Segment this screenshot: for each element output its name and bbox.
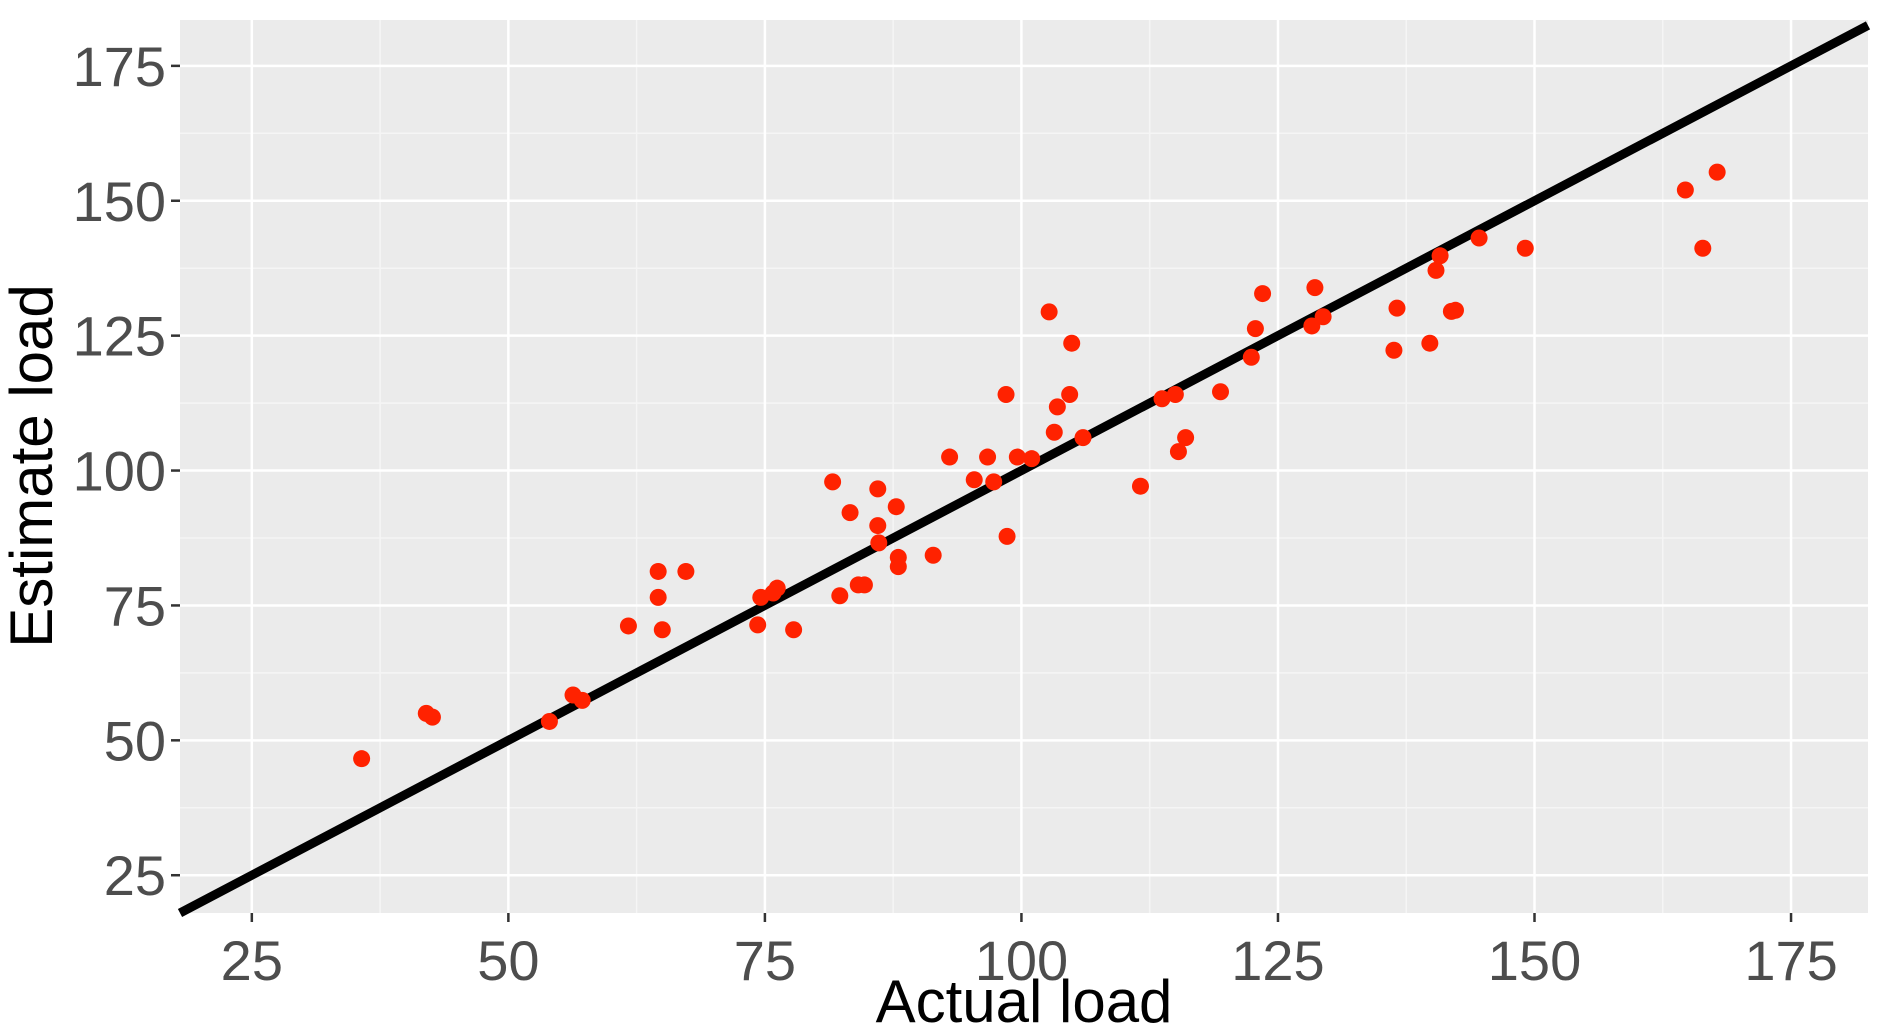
- x-tick-label: 150: [1488, 929, 1581, 992]
- major-gridlines: [180, 20, 1868, 913]
- data-point: [870, 534, 888, 552]
- data-point: [1388, 299, 1406, 317]
- data-point: [1254, 285, 1272, 303]
- data-point: [785, 621, 803, 639]
- data-point: [749, 616, 767, 634]
- data-point: [924, 546, 942, 564]
- data-point: [1306, 279, 1324, 297]
- data-point: [841, 504, 859, 522]
- y-tick-label: 75: [104, 574, 166, 637]
- y-tick-label: 150: [73, 170, 166, 233]
- data-point: [619, 617, 637, 635]
- data-point: [1212, 383, 1230, 401]
- data-point: [677, 562, 695, 580]
- y-tick-label: 175: [73, 35, 166, 98]
- data-point: [1516, 239, 1534, 257]
- data-point: [869, 480, 887, 498]
- data-point: [941, 448, 959, 466]
- data-point: [1470, 229, 1488, 247]
- data-point: [855, 576, 873, 594]
- x-tick-label: 175: [1744, 929, 1837, 992]
- data-point: [1153, 390, 1171, 408]
- reference-line-group: [177, 21, 1871, 917]
- data-point: [1242, 348, 1260, 366]
- data-point: [353, 750, 371, 768]
- data-point: [985, 473, 1003, 491]
- data-points: [353, 163, 1726, 768]
- y-tick-label: 125: [73, 305, 166, 368]
- data-point: [540, 712, 558, 730]
- data-point: [979, 448, 997, 466]
- data-point: [1074, 429, 1092, 447]
- data-point: [1385, 341, 1403, 359]
- y-tick-label: 25: [104, 844, 166, 907]
- data-point: [1131, 477, 1149, 495]
- data-point: [1063, 334, 1081, 352]
- y-axis-ticks: 25 50 75 100 125 150 175: [73, 35, 180, 907]
- data-point: [824, 473, 842, 491]
- identity-reference-line: [177, 21, 1871, 917]
- data-point: [1023, 450, 1041, 468]
- data-point: [1446, 301, 1464, 319]
- data-point: [1048, 398, 1066, 416]
- y-tick-label: 50: [104, 709, 166, 772]
- x-tick-label: 25: [221, 929, 283, 992]
- data-point: [1045, 423, 1063, 441]
- data-point: [649, 562, 667, 580]
- data-point: [1314, 308, 1332, 326]
- data-point: [1061, 385, 1079, 403]
- data-point: [1008, 448, 1026, 466]
- data-point: [1303, 317, 1321, 335]
- data-point: [1421, 334, 1439, 352]
- x-tick-label: 50: [477, 929, 539, 992]
- x-axis-ticks: 25 50 75 100 125 150 175: [221, 913, 1838, 992]
- data-point: [831, 587, 849, 605]
- data-point: [1169, 443, 1187, 461]
- data-point: [1708, 163, 1726, 181]
- data-point: [1694, 239, 1712, 257]
- data-point: [1040, 303, 1058, 321]
- data-point: [965, 471, 983, 489]
- y-axis-title: Estimate load: [0, 284, 65, 648]
- data-point: [649, 588, 667, 606]
- data-point: [1676, 181, 1694, 199]
- data-point: [997, 385, 1015, 403]
- data-point: [653, 621, 671, 639]
- data-point: [573, 691, 591, 709]
- x-tick-label: 75: [734, 929, 796, 992]
- x-axis-title: Actual load: [876, 968, 1173, 1034]
- data-point: [1427, 261, 1445, 279]
- data-point: [889, 558, 907, 576]
- data-point: [887, 498, 905, 516]
- data-point: [1166, 385, 1184, 403]
- x-tick-label: 100: [975, 929, 1068, 992]
- minor-gridlines: [180, 20, 1868, 913]
- data-point: [1431, 247, 1449, 265]
- data-point: [998, 527, 1016, 545]
- data-point: [423, 708, 441, 726]
- data-point: [1246, 320, 1264, 338]
- data-point: [869, 517, 887, 535]
- y-tick-label: 100: [73, 440, 166, 503]
- data-point: [1177, 429, 1195, 447]
- x-tick-label: 125: [1231, 929, 1324, 992]
- data-point: [768, 579, 786, 597]
